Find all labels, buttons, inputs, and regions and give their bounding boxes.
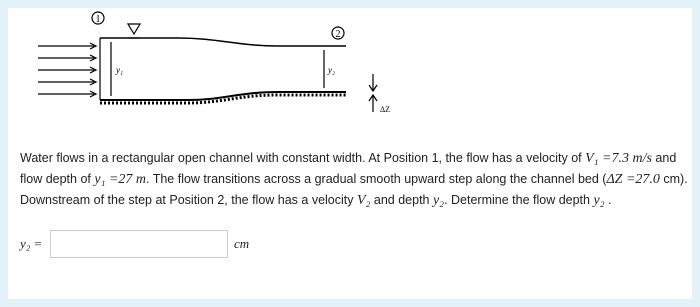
math: y₂ <box>432 193 445 208</box>
math: m/s <box>629 151 652 166</box>
text: cm). Downstream of the step at Position … <box>20 172 688 207</box>
position-label: 1 <box>96 14 101 25</box>
step-label: ΔZ <box>380 105 390 114</box>
text: and flow depth of <box>20 151 677 186</box>
answer-label: y₂ = <box>20 236 43 251</box>
math: y₂ <box>593 193 605 208</box>
text: . The flow transitions across a gradual … <box>146 172 607 186</box>
math: V₂ <box>356 193 371 208</box>
channel-diagram: 1 2 y₁ y₂ ΔZ <box>38 11 390 114</box>
problem-text: Water flows in a rectangular open channe… <box>20 148 688 211</box>
math: V₁ =7.3 <box>585 151 629 166</box>
card: 1 2 y₁ y₂ ΔZ Water flows in a rectangula… <box>8 8 692 299</box>
math: y₁ =27 m <box>94 172 146 187</box>
depth-label: y₂ <box>327 65 335 75</box>
text: . Determine the flow depth <box>444 193 594 207</box>
position-label: 2 <box>336 29 341 40</box>
answer-unit: cm <box>234 236 250 251</box>
text: and depth <box>370 193 433 207</box>
answer-input[interactable] <box>50 230 228 258</box>
math: ΔZ =27.0 <box>606 172 660 187</box>
text: . <box>604 193 612 207</box>
text: Water flows in a rectangular open channe… <box>20 151 586 165</box>
depth-label: y₁ <box>115 65 123 75</box>
